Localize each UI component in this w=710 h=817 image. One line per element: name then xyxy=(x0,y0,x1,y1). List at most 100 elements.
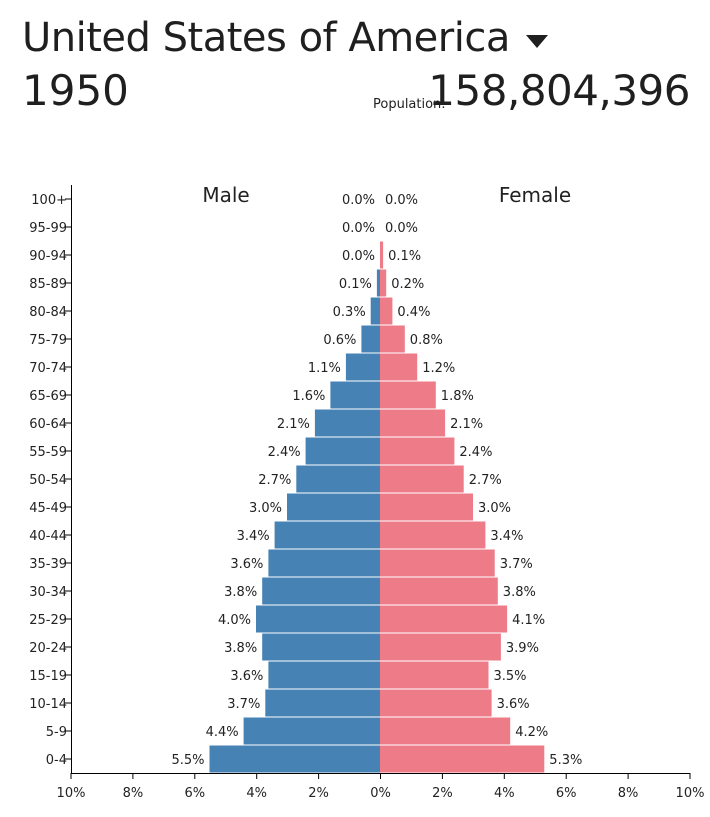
bar-female-10-14 xyxy=(380,689,492,717)
year-display: 1950 xyxy=(22,66,129,115)
x-tick-label: 8% xyxy=(618,786,639,801)
data-label-male: 3.0% xyxy=(249,501,282,516)
y-tick-label: 30-34 xyxy=(29,585,67,600)
data-label-female: 0.0% xyxy=(385,221,418,236)
y-tick-label: 80-84 xyxy=(29,305,67,320)
data-label-male: 0.0% xyxy=(342,221,375,236)
bar-female-90-94 xyxy=(380,241,384,269)
data-label-male: 2.1% xyxy=(277,417,310,432)
x-tick-label: 2% xyxy=(308,786,329,801)
bar-female-75-79 xyxy=(380,325,405,353)
bar-male-55-59 xyxy=(305,437,380,465)
bar-male-65-69 xyxy=(330,381,380,409)
bar-male-40-44 xyxy=(274,521,380,549)
x-tick-label: 10% xyxy=(57,786,86,801)
y-tick-label: 5-9 xyxy=(46,725,67,740)
data-label-male: 0.0% xyxy=(342,249,375,264)
y-tick-label: 20-24 xyxy=(29,641,67,656)
data-label-male: 2.4% xyxy=(268,445,301,460)
data-label-male: 3.8% xyxy=(224,585,257,600)
y-tick-label: 85-89 xyxy=(29,277,67,292)
data-label-male: 3.4% xyxy=(237,529,270,544)
y-tick-label: 25-29 xyxy=(29,613,67,628)
bar-female-40-44 xyxy=(380,521,486,549)
data-label-female: 3.8% xyxy=(503,585,536,600)
series-label-female: Female xyxy=(499,183,571,207)
y-tick-label: 40-44 xyxy=(29,529,67,544)
data-label-female: 3.5% xyxy=(494,669,527,684)
series-label-male: Male xyxy=(202,183,249,207)
x-tick-label: 6% xyxy=(556,786,577,801)
bar-female-60-64 xyxy=(380,409,446,437)
data-label-female: 4.2% xyxy=(515,725,548,740)
data-label-female: 3.9% xyxy=(506,641,539,656)
bar-female-25-29 xyxy=(380,605,508,633)
x-tick-label: 10% xyxy=(676,786,705,801)
data-label-male: 2.7% xyxy=(258,473,291,488)
data-label-male: 5.5% xyxy=(171,753,204,768)
y-tick-label: 55-59 xyxy=(29,445,67,460)
bar-female-50-54 xyxy=(380,465,464,493)
y-tick-label: 95-99 xyxy=(29,221,67,236)
data-label-male: 3.6% xyxy=(230,557,263,572)
bar-male-60-64 xyxy=(314,409,380,437)
data-label-male: 4.0% xyxy=(218,613,251,628)
data-label-female: 1.2% xyxy=(422,361,455,376)
y-tick-label: 0-4 xyxy=(46,753,67,768)
y-tick-label: 35-39 xyxy=(29,557,67,572)
data-label-female: 0.8% xyxy=(410,333,443,348)
country-selector[interactable]: United States of America xyxy=(22,8,548,68)
bar-female-70-74 xyxy=(380,353,418,381)
x-tick-label: 6% xyxy=(184,786,205,801)
data-label-female: 0.4% xyxy=(397,305,430,320)
bar-female-20-24 xyxy=(380,633,501,661)
x-tick-label: 4% xyxy=(246,786,267,801)
bar-male-25-29 xyxy=(256,605,380,633)
bar-male-75-79 xyxy=(361,325,380,353)
data-label-female: 3.0% xyxy=(478,501,511,516)
y-tick-label: 50-54 xyxy=(29,473,67,488)
bar-male-5-9 xyxy=(243,717,380,745)
population-value: 158,804,396 xyxy=(428,66,690,115)
x-tick-label: 2% xyxy=(432,786,453,801)
bar-female-35-39 xyxy=(380,549,495,577)
data-label-female: 5.3% xyxy=(549,753,582,768)
data-label-male: 4.4% xyxy=(206,725,239,740)
bar-female-45-49 xyxy=(380,493,473,521)
bar-female-15-19 xyxy=(380,661,489,689)
bar-male-85-89 xyxy=(376,269,380,297)
population-label: Population: xyxy=(373,97,446,112)
bar-male-45-49 xyxy=(287,493,380,521)
bar-male-15-19 xyxy=(268,661,380,689)
y-tick-label: 10-14 xyxy=(29,697,67,712)
data-label-female: 1.8% xyxy=(441,389,474,404)
data-label-male: 0.0% xyxy=(342,193,375,208)
y-tick-label: 100+ xyxy=(31,193,67,208)
bar-male-70-74 xyxy=(345,353,380,381)
bar-male-35-39 xyxy=(268,549,380,577)
y-tick-label: 45-49 xyxy=(29,501,67,516)
data-label-female: 3.4% xyxy=(490,529,523,544)
data-label-male: 0.3% xyxy=(333,305,366,320)
data-label-male: 3.8% xyxy=(224,641,257,656)
bar-male-20-24 xyxy=(262,633,380,661)
data-label-female: 0.0% xyxy=(385,193,418,208)
data-label-male: 1.1% xyxy=(308,361,341,376)
bar-male-0-4 xyxy=(209,745,380,773)
y-tick-label: 75-79 xyxy=(29,333,67,348)
data-label-male: 0.6% xyxy=(323,333,356,348)
data-label-male: 0.1% xyxy=(339,277,372,292)
x-tick-label: 4% xyxy=(494,786,515,801)
data-label-female: 2.1% xyxy=(450,417,483,432)
data-label-female: 2.7% xyxy=(469,473,502,488)
x-tick-label: 0% xyxy=(370,786,391,801)
bar-male-50-54 xyxy=(296,465,380,493)
data-label-female: 2.4% xyxy=(459,445,492,460)
data-label-female: 4.1% xyxy=(512,613,545,628)
bar-male-80-84 xyxy=(370,297,380,325)
bar-female-85-89 xyxy=(380,269,387,297)
caret-down-icon[interactable] xyxy=(525,34,548,48)
x-tick-label: 8% xyxy=(123,786,144,801)
country-name: United States of America xyxy=(22,15,510,61)
